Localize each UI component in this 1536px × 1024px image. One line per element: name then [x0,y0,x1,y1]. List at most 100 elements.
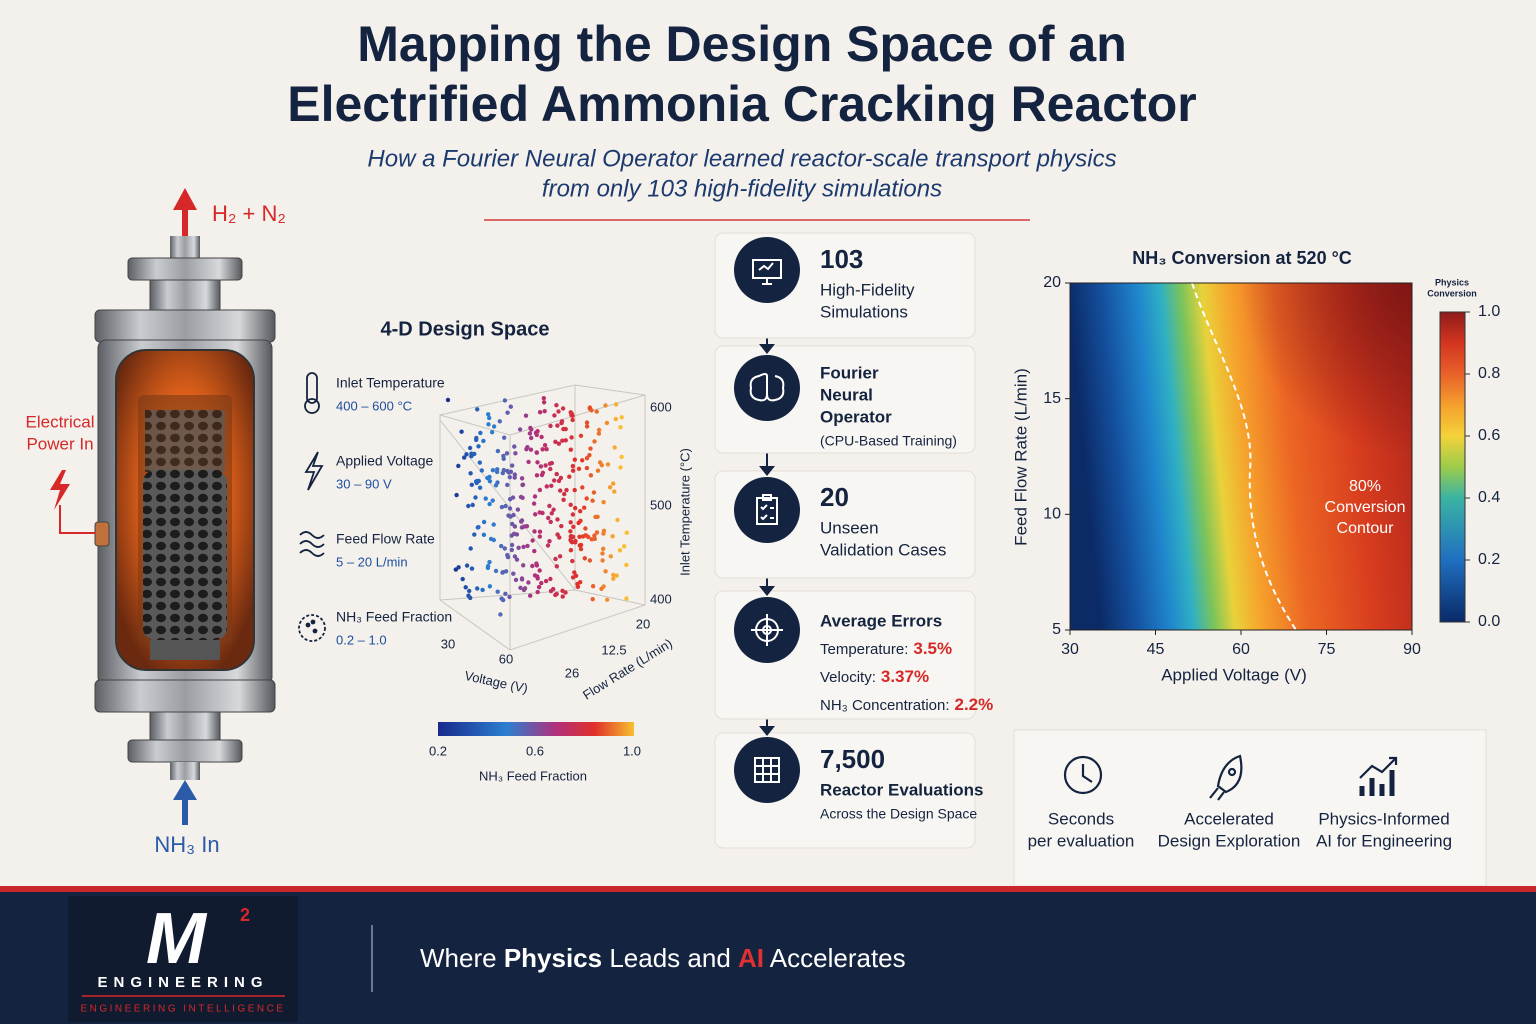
step-icon-bg [734,737,800,803]
step-note: Across the Design Space [820,806,977,822]
scatter-dot [514,532,520,537]
scatter-dot [613,402,619,407]
scatter-dot [583,526,588,531]
cube-z-label: Inlet Temperature (°C) [677,448,692,576]
scatter-dot [477,485,483,490]
tagline-part: Where [420,943,504,973]
scatter-dot [572,570,577,575]
parameter-icons [298,372,326,642]
scatter-dot [547,503,552,509]
scatter-dot [558,488,563,493]
scatter-dot [481,532,487,537]
scatter-dot [521,544,526,550]
scatter-dot [617,548,623,553]
benefit-icons [1063,754,1398,801]
scatter-dot [518,585,523,590]
x-axis-label: Applied Voltage (V) [1161,665,1307,684]
scatter-dot [487,415,492,421]
benefit-label: Seconds [1048,809,1114,828]
scatter-dot [612,445,617,450]
benefit-label: per evaluation [1028,831,1135,850]
scatter-dot [494,469,500,475]
scatter-dot [575,584,581,589]
outlet-label: H₂ + N₂ [212,201,286,226]
scatter-dot [509,542,515,548]
scatter-dot [532,529,537,534]
scatter-dot [619,454,624,460]
scatter-dot [511,512,516,518]
scatter-dot [559,419,565,424]
scatter-dot [505,410,510,415]
scatter-dot [491,522,496,527]
scatter-dot [592,533,597,538]
scatter-dot [505,482,510,488]
colorbar-tick-label: 0.8 [1478,365,1500,382]
colorbar-title: Physics [1435,277,1469,287]
scatter-dot [577,534,582,539]
scatter-dot [612,489,617,494]
scatter-dot [500,570,505,575]
scatter-dot [570,512,576,517]
step-icon [751,614,783,646]
error-row: Temperature: 3.5% [820,639,952,658]
scatter-dot [502,546,507,551]
feed-colorbar-tick: 0.6 [526,743,544,758]
scatter-dot [445,397,451,403]
error-value: 3.5% [913,639,952,658]
scatter-dot [552,413,557,418]
scatter-dot [491,537,496,543]
scatter-dot [541,396,546,401]
scatter-dot [466,503,471,509]
scatter-dot [481,438,486,444]
scatter-dot [571,524,576,529]
scatter-dot [479,468,484,473]
scatter-dot [503,569,509,574]
cube-y-tick: 20 [636,616,650,631]
scatter-dot [608,554,613,559]
scatter-dot [544,484,549,489]
scatter-dot [563,438,568,443]
cube-z-tick: 600 [650,399,672,414]
scatter-dot [549,511,554,516]
scatter-dot [524,447,529,452]
colorbar-tick-label: 1.0 [1478,303,1500,320]
scatter-dot [529,427,534,432]
scatter-dot [503,591,508,596]
step-heading: Average Errors [820,611,942,630]
scatter-dot [614,573,619,578]
scatter-dot [603,403,608,408]
scatter-dot [556,441,562,446]
scatter-dot [619,415,624,420]
scatter-dot [513,451,518,456]
scatter-dot [507,506,513,511]
scatter-dot [536,584,542,590]
scatter-dot [501,597,506,603]
scatter-dot [508,404,513,409]
scatter-dot [511,571,516,576]
scatter-dot [547,539,552,544]
scatter-dot [483,496,488,501]
step-icon-bg [734,237,800,303]
scatter-dot [534,473,540,478]
scatter-dot [548,423,553,429]
scatter-dot [512,554,518,559]
scatter-dot [567,474,572,479]
step-icon [752,259,782,285]
scatter-dot [577,543,582,548]
step-line: Validation Cases [820,540,946,559]
scatter-dot [470,502,475,508]
scatter-dot [530,563,535,569]
scatter-dot [468,546,473,551]
scatter-dot [519,525,525,530]
benefit-label: AI for Engineering [1316,831,1452,850]
step-line: Fourier [820,363,879,382]
scatter-dot [578,580,583,585]
scatter-dot [618,425,623,430]
scatter-dot [526,459,531,465]
scatter-dot [541,400,547,405]
scatter-dot [534,432,539,438]
scatter-dot [603,569,608,574]
colorbar-tick-label: 0.4 [1478,489,1500,506]
scatter-dot [564,487,569,493]
